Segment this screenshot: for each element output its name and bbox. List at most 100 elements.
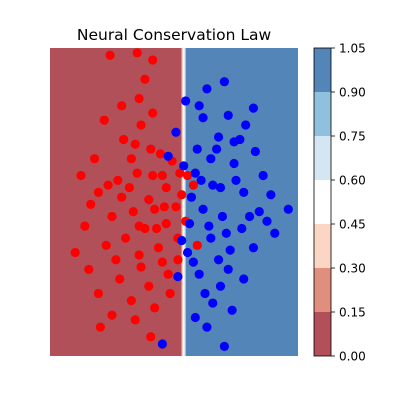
point-class1-10: [250, 146, 260, 157]
point-class1-5: [241, 120, 251, 130]
point-class1-35: [208, 180, 218, 190]
point-class0-40: [117, 101, 127, 111]
point-class0-39: [177, 190, 187, 200]
point-class1-28: [208, 298, 218, 308]
contour-band-0: [50, 48, 182, 356]
colorbar-band-3: [314, 180, 331, 224]
point-class0-56: [117, 192, 127, 202]
point-class0-34: [107, 310, 117, 320]
point-class1-8: [206, 154, 216, 164]
colorbar-tick-label-4: 0.60: [339, 174, 366, 188]
point-class1-7: [213, 132, 224, 142]
point-class0-28: [134, 250, 144, 260]
point-class0-57: [134, 221, 144, 231]
colorbar-tick-label-7: 1.05: [339, 42, 366, 56]
point-class0-52: [111, 255, 121, 265]
point-class1-11: [190, 168, 200, 178]
point-class0-18: [128, 207, 138, 217]
point-class1-48: [196, 175, 206, 185]
point-class1-4: [223, 110, 233, 120]
point-class1-26: [194, 269, 204, 279]
point-class1-37: [254, 207, 264, 217]
point-class1-17: [237, 223, 247, 234]
point-class0-47: [192, 240, 202, 250]
point-class1-20: [184, 219, 195, 229]
point-class0-21: [161, 219, 171, 229]
point-class1-2: [219, 77, 229, 87]
point-class0-60: [188, 180, 198, 190]
point-class1-50: [188, 257, 198, 267]
contour-band-4: [184, 48, 186, 356]
point-class0-7: [119, 134, 129, 145]
colorbar-frame: [313, 47, 332, 357]
data-points: [70, 48, 293, 351]
contour-band-6: [186, 48, 298, 356]
point-class0-15: [93, 187, 104, 197]
point-class0-65: [140, 74, 150, 84]
point-class1-44: [204, 221, 214, 231]
point-class1-31: [157, 339, 167, 349]
point-class0-55: [151, 223, 162, 234]
point-class1-15: [283, 204, 293, 214]
point-class0-42: [76, 170, 86, 181]
point-class0-23: [120, 233, 131, 243]
point-class1-52: [163, 151, 173, 161]
point-class1-18: [217, 211, 228, 222]
colorbar-band-1: [314, 268, 331, 312]
point-class1-3: [198, 113, 208, 123]
point-class0-33: [126, 296, 136, 306]
point-class0-53: [136, 262, 146, 272]
point-class0-20: [171, 202, 181, 212]
point-class1-16: [262, 216, 272, 226]
point-class0-3: [134, 93, 144, 104]
colorbar-band-2: [314, 224, 331, 268]
point-class0-10: [161, 182, 171, 193]
point-class1-24: [239, 274, 249, 284]
point-class0-37: [165, 288, 175, 299]
point-class1-32: [219, 341, 229, 351]
colorbar-band-0: [314, 312, 331, 356]
point-class0-59: [175, 168, 185, 178]
point-class0-27: [115, 274, 125, 284]
point-class1-6: [248, 103, 259, 113]
point-class0-24: [101, 240, 111, 250]
point-class0-17: [107, 211, 117, 222]
point-class1-13: [239, 187, 249, 197]
point-class1-46: [270, 228, 280, 238]
point-class1-42: [212, 144, 222, 154]
point-class0-25: [84, 264, 94, 274]
point-class0-35: [130, 315, 140, 325]
point-class0-32: [144, 281, 154, 291]
point-class0-2: [148, 55, 158, 65]
point-class0-6: [148, 108, 158, 118]
decision-background: [50, 48, 298, 356]
point-class0-49: [103, 180, 113, 190]
point-class1-36: [231, 175, 241, 185]
point-class0-64: [173, 255, 183, 265]
point-class0-1: [132, 48, 142, 58]
contour-band-1: [181, 48, 183, 356]
point-class1-21: [206, 233, 216, 243]
colorbar-band-6: [314, 48, 331, 92]
point-class1-27: [182, 247, 193, 258]
point-class0-43: [144, 194, 154, 205]
contour-band-2: [182, 48, 184, 356]
point-class0-50: [126, 154, 136, 164]
point-class1-25: [215, 281, 226, 291]
point-class0-46: [182, 170, 193, 181]
point-class0-8: [155, 149, 166, 159]
point-class1-49: [221, 228, 231, 238]
colorbar-tick-label-3: 0.45: [339, 218, 366, 232]
colorbar-tick-label-1: 0.15: [339, 306, 366, 320]
point-class0-44: [124, 182, 135, 193]
point-class0-12: [148, 170, 158, 181]
point-class1-54: [229, 137, 239, 147]
point-class1-0: [181, 96, 191, 106]
point-class1-57: [202, 322, 212, 332]
point-class0-58: [159, 202, 169, 212]
point-class0-14: [113, 175, 123, 185]
point-class0-48: [157, 257, 167, 267]
point-class1-51: [213, 255, 224, 265]
point-class0-19: [150, 204, 160, 214]
